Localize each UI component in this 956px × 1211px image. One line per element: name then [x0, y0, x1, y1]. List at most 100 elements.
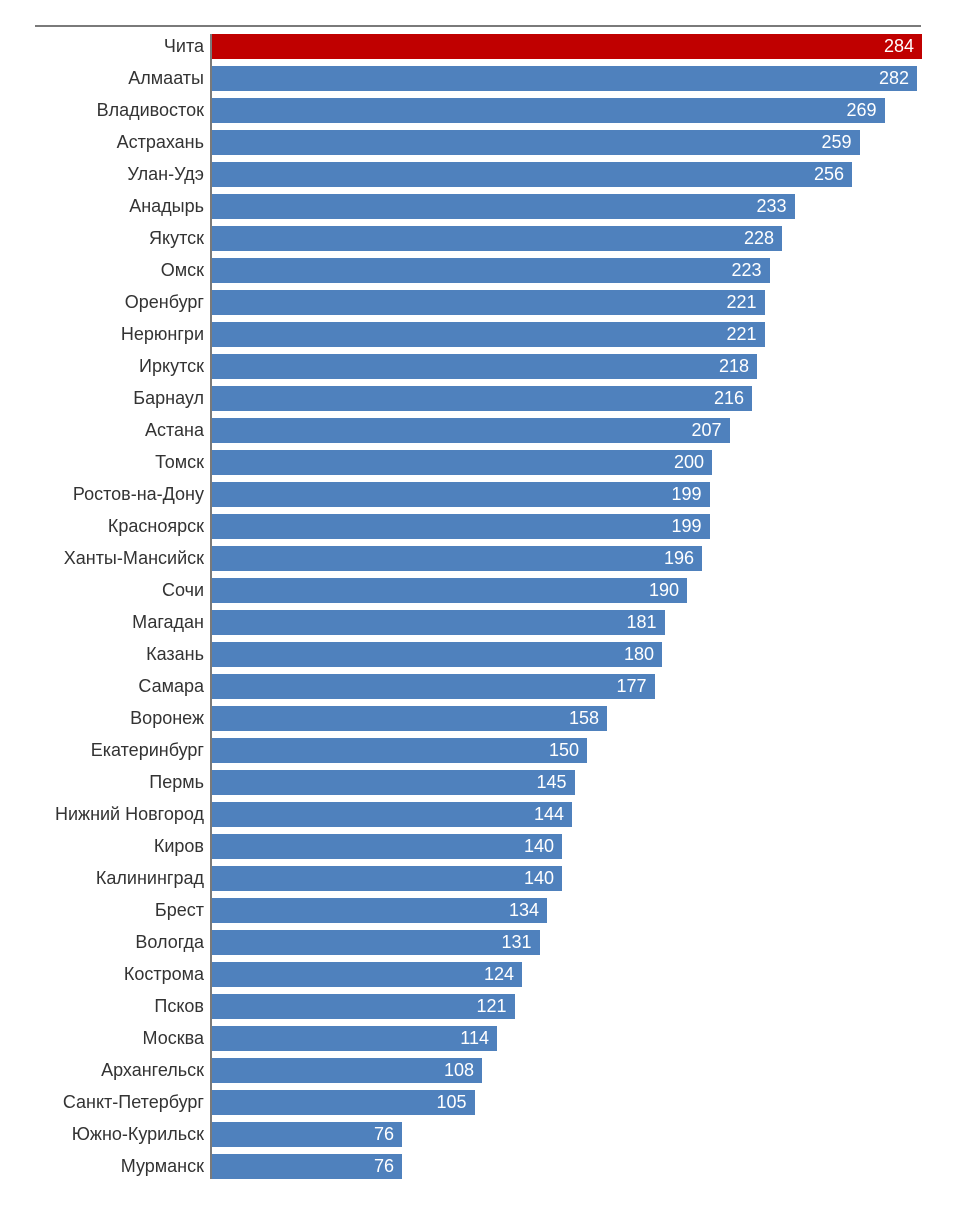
bar-track: 221 — [212, 322, 921, 347]
bar-value: 150 — [549, 740, 579, 761]
bar-track: 259 — [212, 130, 921, 155]
bar-value: 145 — [536, 772, 566, 793]
bar-track: 199 — [212, 514, 921, 539]
bar-track: 158 — [212, 706, 921, 731]
bar-value: 76 — [374, 1156, 394, 1177]
bar-value: 284 — [884, 36, 914, 57]
category-label: Алмааты — [37, 68, 212, 89]
bar-row: Чита284 — [212, 34, 921, 59]
bar-row: Барнаул216 — [212, 386, 921, 411]
bar-value: 124 — [484, 964, 514, 985]
bar: 108 — [212, 1058, 482, 1083]
bar: 200 — [212, 450, 712, 475]
category-label: Южно-Курильск — [37, 1124, 212, 1145]
bar: 180 — [212, 642, 662, 667]
bar: 140 — [212, 834, 562, 859]
bar-value: 259 — [821, 132, 851, 153]
bar-value: 207 — [691, 420, 721, 441]
bar-value: 223 — [731, 260, 761, 281]
bar-value: 108 — [444, 1060, 474, 1081]
bar-track: 180 — [212, 642, 921, 667]
category-label: Псков — [37, 996, 212, 1017]
bar-track: 76 — [212, 1122, 921, 1147]
bar-row: Вологда131 — [212, 930, 921, 955]
bar-row: Киров140 — [212, 834, 921, 859]
category-label: Вологда — [37, 932, 212, 953]
category-label: Москва — [37, 1028, 212, 1049]
bar-value: 76 — [374, 1124, 394, 1145]
bar: 256 — [212, 162, 852, 187]
bar-row: Улан-Удэ256 — [212, 162, 921, 187]
bar-track: 140 — [212, 866, 921, 891]
bar-row: Ростов-на-Дону199 — [212, 482, 921, 507]
bar-row: Владивосток269 — [212, 98, 921, 123]
bar-row: Ханты-Мансийск196 — [212, 546, 921, 571]
bar-row: Красноярск199 — [212, 514, 921, 539]
category-label: Владивосток — [37, 100, 212, 121]
category-label: Якутск — [37, 228, 212, 249]
bar-value: 140 — [524, 836, 554, 857]
category-label: Мурманск — [37, 1156, 212, 1177]
bar-row: Казань180 — [212, 642, 921, 667]
bar-track: 145 — [212, 770, 921, 795]
category-label: Калининград — [37, 868, 212, 889]
bar: 228 — [212, 226, 782, 251]
bar-row: Санкт-Петербург105 — [212, 1090, 921, 1115]
bar: 221 — [212, 290, 765, 315]
bar: 140 — [212, 866, 562, 891]
bar-track: 114 — [212, 1026, 921, 1051]
bar-value: 199 — [671, 484, 701, 505]
bar: 177 — [212, 674, 655, 699]
bar-value: 131 — [501, 932, 531, 953]
bar-track: 76 — [212, 1154, 921, 1179]
bar-value: 180 — [624, 644, 654, 665]
bar-row: Омск223 — [212, 258, 921, 283]
category-label: Сочи — [37, 580, 212, 601]
category-label: Улан-Удэ — [37, 164, 212, 185]
bar-row: Астана207 — [212, 418, 921, 443]
category-label: Иркутск — [37, 356, 212, 377]
bar: 121 — [212, 994, 515, 1019]
bar-track: 200 — [212, 450, 921, 475]
bar-row: Якутск228 — [212, 226, 921, 251]
bar: 199 — [212, 482, 710, 507]
bar-value: 228 — [744, 228, 774, 249]
bar-row: Анадырь233 — [212, 194, 921, 219]
bar-track: 269 — [212, 98, 921, 123]
bar-track: 124 — [212, 962, 921, 987]
bar-value: 158 — [569, 708, 599, 729]
bar-track: 181 — [212, 610, 921, 635]
bar: 145 — [212, 770, 575, 795]
bar-value: 105 — [436, 1092, 466, 1113]
category-label: Пермь — [37, 772, 212, 793]
bar-value: 221 — [726, 292, 756, 313]
bar: 190 — [212, 578, 687, 603]
bar: 134 — [212, 898, 547, 923]
bar-value: 233 — [756, 196, 786, 217]
category-label: Архангельск — [37, 1060, 212, 1081]
bar-value: 140 — [524, 868, 554, 889]
bar-track: 207 — [212, 418, 921, 443]
bar-value: 144 — [534, 804, 564, 825]
category-label: Кострома — [37, 964, 212, 985]
bar-track: 121 — [212, 994, 921, 1019]
bar-value: 256 — [814, 164, 844, 185]
bar-track: 223 — [212, 258, 921, 283]
bar-value: 199 — [671, 516, 701, 537]
bar-value: 269 — [846, 100, 876, 121]
chart-plot-area: Чита284Алмааты282Владивосток269Астрахань… — [210, 34, 921, 1179]
bar: 114 — [212, 1026, 497, 1051]
bar-value: 218 — [719, 356, 749, 377]
bar-track: 256 — [212, 162, 921, 187]
bar-value: 216 — [714, 388, 744, 409]
bar: 144 — [212, 802, 572, 827]
bar-track: 228 — [212, 226, 921, 251]
bar-track: 282 — [212, 66, 921, 91]
bar-row: Брест134 — [212, 898, 921, 923]
bar: 124 — [212, 962, 522, 987]
bar-track: 177 — [212, 674, 921, 699]
category-label: Брест — [37, 900, 212, 921]
category-label: Нерюнгри — [37, 324, 212, 345]
bar-track: 134 — [212, 898, 921, 923]
bar: 105 — [212, 1090, 475, 1115]
